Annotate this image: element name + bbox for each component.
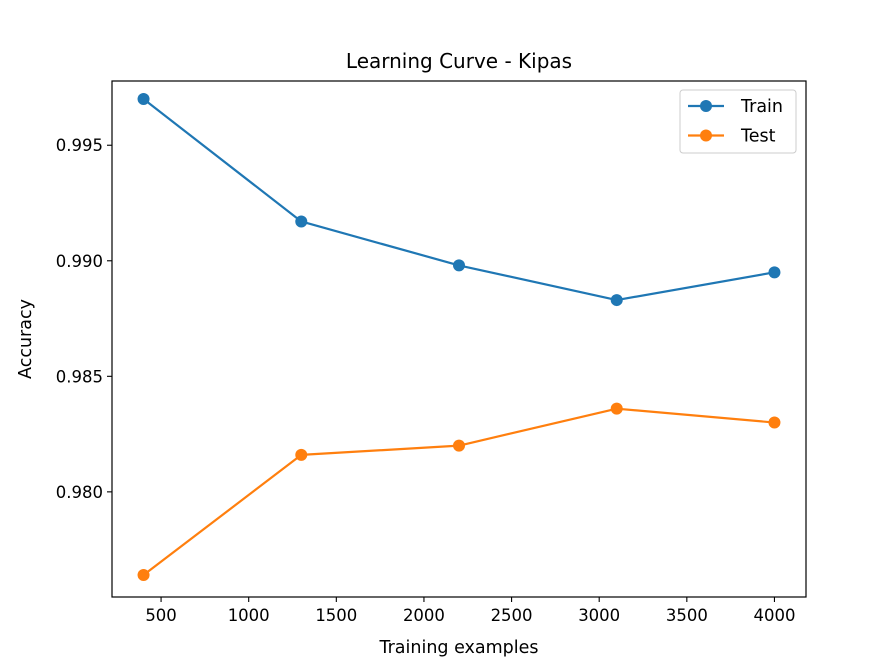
data-point-test [295,448,308,461]
legend-marker-train [700,100,712,112]
x-tick-label: 1000 [228,606,270,625]
series-layer [137,93,781,582]
x-axis-ticks: 500 1000 1500 2000 2500 3000 3500 4000 [145,597,795,625]
y-tick-label: 0.990 [56,252,103,271]
data-point-test [610,402,623,415]
x-tick-label: 3500 [666,606,708,625]
data-point-test [137,569,150,582]
plot-frame [111,80,807,598]
x-tick-label: 3000 [578,606,620,625]
data-point-train [137,93,150,106]
data-point-test [768,416,781,429]
x-tick-label: 500 [145,606,177,625]
x-axis-label: Training examples [378,638,538,658]
y-tick-label: 0.995 [56,136,103,155]
data-point-train [610,294,623,307]
y-axis-ticks: 0.980 0.985 0.990 0.995 [56,136,112,502]
x-tick-label: 2000 [403,606,445,625]
data-point-train [453,259,465,272]
x-tick-label: 4000 [753,606,795,625]
data-point-train [768,266,781,279]
x-tick-label: 2500 [491,606,533,625]
plot-area: 500 1000 1500 2000 2500 3000 3500 4000 0.9800.9… [56,80,807,625]
legend-label-train: Train [740,97,783,117]
y-axis-label: Accuracy [16,299,36,379]
legend-item-train: Train [688,97,783,117]
data-point-test [453,439,465,452]
legend-marker-test [700,129,712,142]
y-tick-label: 0.980 [56,483,103,502]
legend: Train Test [679,89,797,154]
chart-title: Learning Curve - Kipas [346,49,572,73]
y-tick-label: 0.985 [56,367,103,386]
legend-item-test: Test [688,127,776,147]
data-point-train [295,215,308,228]
x-tick-label: 1500 [315,606,357,625]
legend-label-test: Test [740,127,776,147]
